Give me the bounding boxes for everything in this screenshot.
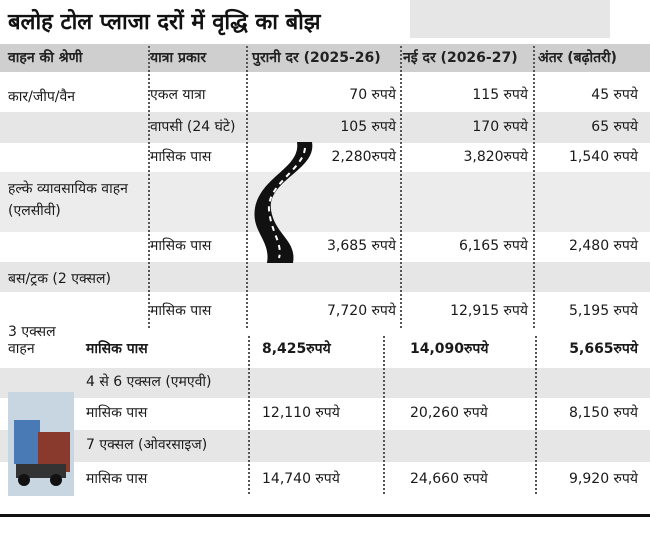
diff-rate: 65 रुपये <box>591 118 638 135</box>
old-rate: 7,720 रुपये <box>327 303 396 319</box>
category-cell: हल्के व्यावसायिक वाहन (एलसीवी) <box>8 181 128 219</box>
trip-cell: मासिक पास <box>150 303 212 319</box>
category-cell: 3 एक्सल वाहन <box>8 324 56 357</box>
row-bg <box>0 143 650 172</box>
trip-cell: वापसी (24 घंटे) <box>150 118 236 135</box>
new-rate: 24,660 रुपये <box>410 471 488 487</box>
diff-rate: 9,920 रुपये <box>569 471 638 487</box>
title: बलोह टोल प्लाजा दरों में वृद्धि का बोझ <box>8 10 321 35</box>
row-bg <box>0 332 650 368</box>
trip-cell: एकल यात्रा <box>150 87 206 103</box>
truck-photo <box>8 392 74 496</box>
trip-cell: मासिक पास <box>150 148 212 165</box>
column-separator <box>246 46 248 328</box>
row-bg <box>0 112 650 143</box>
row-bg <box>0 262 650 292</box>
category-cell: बस/ट्रक (2 एक्सल) <box>8 271 111 287</box>
header-cell: वाहन की श्रेणी <box>8 50 83 66</box>
row-bg <box>0 398 650 430</box>
new-rate: 20,260 रुपये <box>410 405 488 421</box>
header-cell: नई दर (2026-27) <box>403 50 518 66</box>
diff-rate: 5,665रुपये <box>569 341 638 357</box>
old-rate: 14,740 रुपये <box>262 471 340 487</box>
old-rate: 3,685 रुपये <box>327 238 396 254</box>
diff-rate: 2,480 रुपये <box>569 238 638 254</box>
bottom-rule <box>0 514 650 517</box>
row-bg <box>0 430 650 462</box>
header-cell: अंतर (बढ़ोतरी) <box>538 50 617 66</box>
column-separator <box>400 46 402 328</box>
new-rate: 12,915 रुपये <box>450 303 528 319</box>
new-rate: 6,165 रुपये <box>459 238 528 254</box>
column-separator <box>248 336 250 494</box>
diff-rate: 45 रुपये <box>591 87 638 103</box>
category-cell: 7 एक्सल (ओवरसाइज) <box>86 437 208 453</box>
old-rate: 12,110 रुपये <box>262 405 340 421</box>
old-rate: 8,425रुपये <box>262 341 331 357</box>
trip-cell: मासिक पास <box>86 471 148 487</box>
category-cell: 4 से 6 एक्सल (एमएवी) <box>86 374 212 390</box>
row-bg <box>0 232 650 262</box>
header-bg <box>0 44 650 72</box>
column-separator <box>535 336 537 494</box>
header-cell: यात्रा प्रकार <box>150 50 207 66</box>
category-cell: कार/जीप/वैन <box>8 89 76 105</box>
new-rate: 115 रुपये <box>472 87 528 103</box>
trip-cell: मासिक पास <box>150 238 212 254</box>
column-separator <box>533 46 535 328</box>
new-rate: 14,090रुपये <box>410 341 489 357</box>
column-separator <box>148 46 150 328</box>
new-rate: 170 रुपये <box>472 118 528 135</box>
old-rate: 70 रुपये <box>349 87 396 103</box>
old-rate: 105 रुपये <box>340 118 396 135</box>
trip-cell: मासिक पास <box>86 405 148 421</box>
old-rate: 2,280रुपये <box>331 148 396 165</box>
diff-rate: 8,150 रुपये <box>569 405 638 421</box>
row-bg <box>0 172 650 232</box>
cut-off-box <box>410 0 610 38</box>
header-cell: पुरानी दर (2025-26) <box>252 50 381 66</box>
row-bg <box>0 462 650 498</box>
row-bg <box>0 368 650 398</box>
column-separator <box>383 336 385 494</box>
diff-rate: 1,540 रुपये <box>569 148 638 165</box>
row-bg <box>0 292 650 332</box>
road-icon <box>254 142 313 263</box>
row-bg <box>0 80 650 112</box>
trip-cell: मासिक पास <box>86 341 148 357</box>
new-rate: 3,820रुपये <box>463 148 528 165</box>
diff-rate: 5,195 रुपये <box>569 303 638 319</box>
